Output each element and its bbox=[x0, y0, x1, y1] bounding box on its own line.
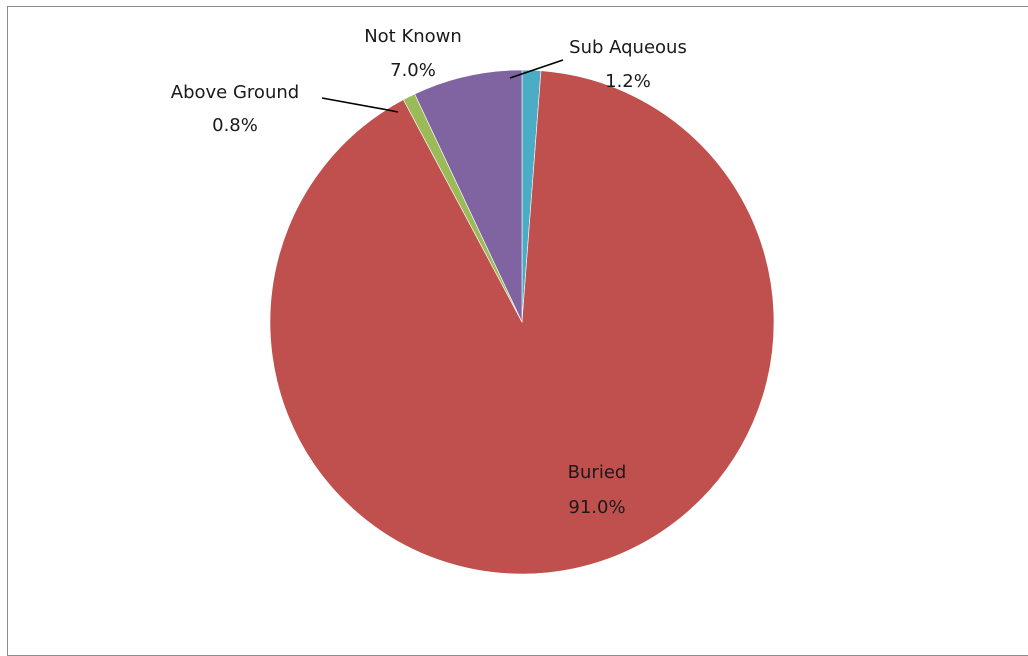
pie-slice-buried bbox=[269, 70, 775, 575]
slice-label-value: 1.2% bbox=[605, 71, 651, 92]
slice-label-name: Buried bbox=[568, 462, 627, 483]
slice-label-value: 0.8% bbox=[212, 115, 258, 136]
leader-line-sub-aqueous bbox=[509, 59, 564, 79]
slice-label-name: Not Known bbox=[364, 26, 462, 47]
slice-label-name: Above Ground bbox=[171, 82, 299, 103]
labels-layer: Sub Aqueous 1.2% Buried 91.0% Above Ground 0.… bbox=[171, 26, 687, 518]
slice-label-value: 91.0% bbox=[568, 497, 625, 518]
slices-layer bbox=[269, 69, 775, 575]
slice-label-value: 7.0% bbox=[390, 60, 436, 81]
leader-line-above-ground bbox=[321, 97, 399, 113]
slice-label-name: Sub Aqueous bbox=[569, 37, 687, 58]
leader-lines-layer bbox=[321, 59, 564, 113]
pie-chart: Sub Aqueous 1.2% Buried 91.0% Above Ground 0.… bbox=[171, 26, 775, 575]
pie-slice-not-known bbox=[414, 69, 523, 323]
